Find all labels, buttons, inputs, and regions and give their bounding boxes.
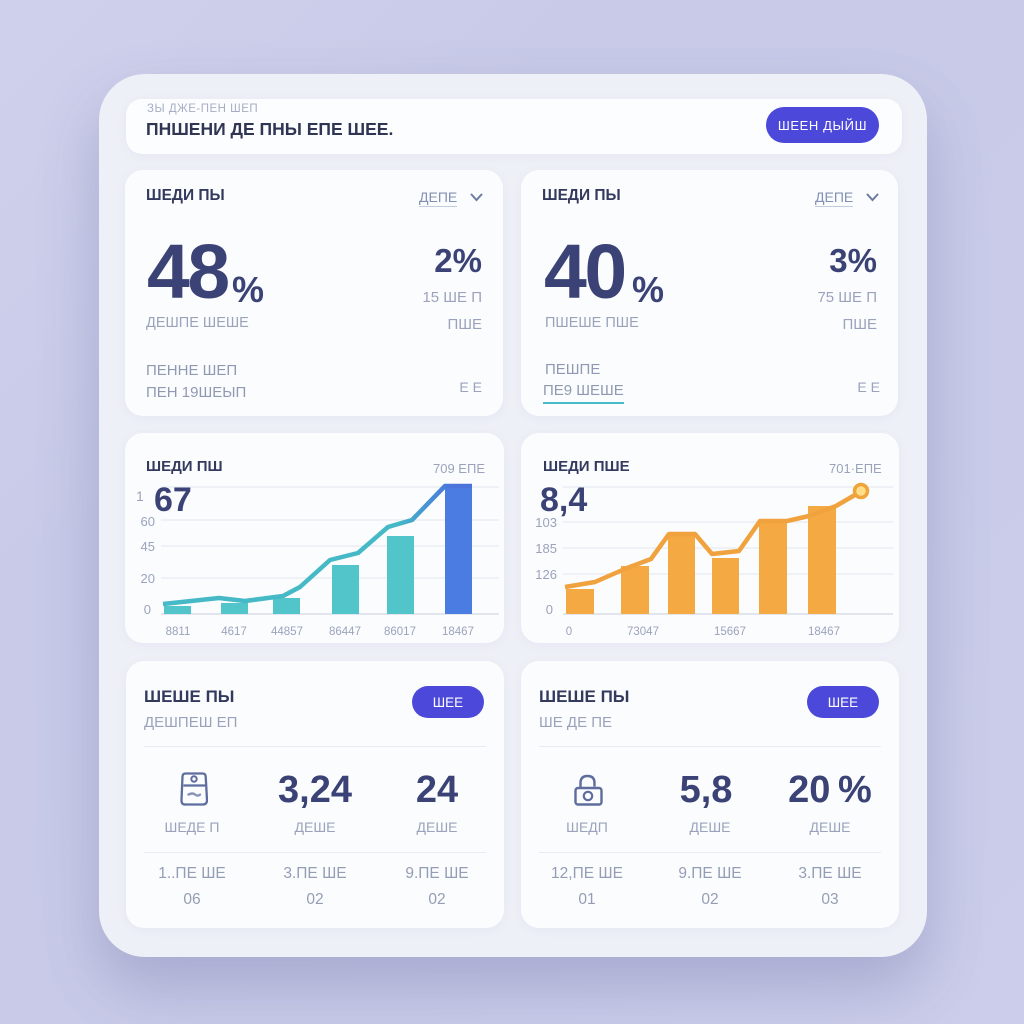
svg-text:126: 126 (535, 567, 557, 582)
svg-text:86447: 86447 (329, 626, 361, 638)
svg-text:4617: 4617 (221, 626, 247, 638)
svg-text:18467: 18467 (442, 626, 474, 638)
svg-text:103: 103 (535, 515, 557, 530)
svg-text:44857: 44857 (271, 626, 303, 638)
svg-text:20: 20 (141, 571, 155, 586)
svg-text:15667: 15667 (714, 626, 746, 638)
svg-text:0: 0 (546, 602, 553, 617)
svg-text:60: 60 (141, 514, 155, 529)
svg-text:8811: 8811 (166, 626, 191, 638)
svg-text:73047: 73047 (627, 626, 659, 638)
svg-text:0: 0 (566, 626, 572, 638)
svg-text:18467: 18467 (808, 626, 840, 638)
svg-text:45: 45 (141, 539, 155, 554)
svg-text:86017: 86017 (384, 626, 416, 638)
svg-text:185: 185 (535, 541, 557, 556)
svg-text:0: 0 (144, 602, 151, 617)
